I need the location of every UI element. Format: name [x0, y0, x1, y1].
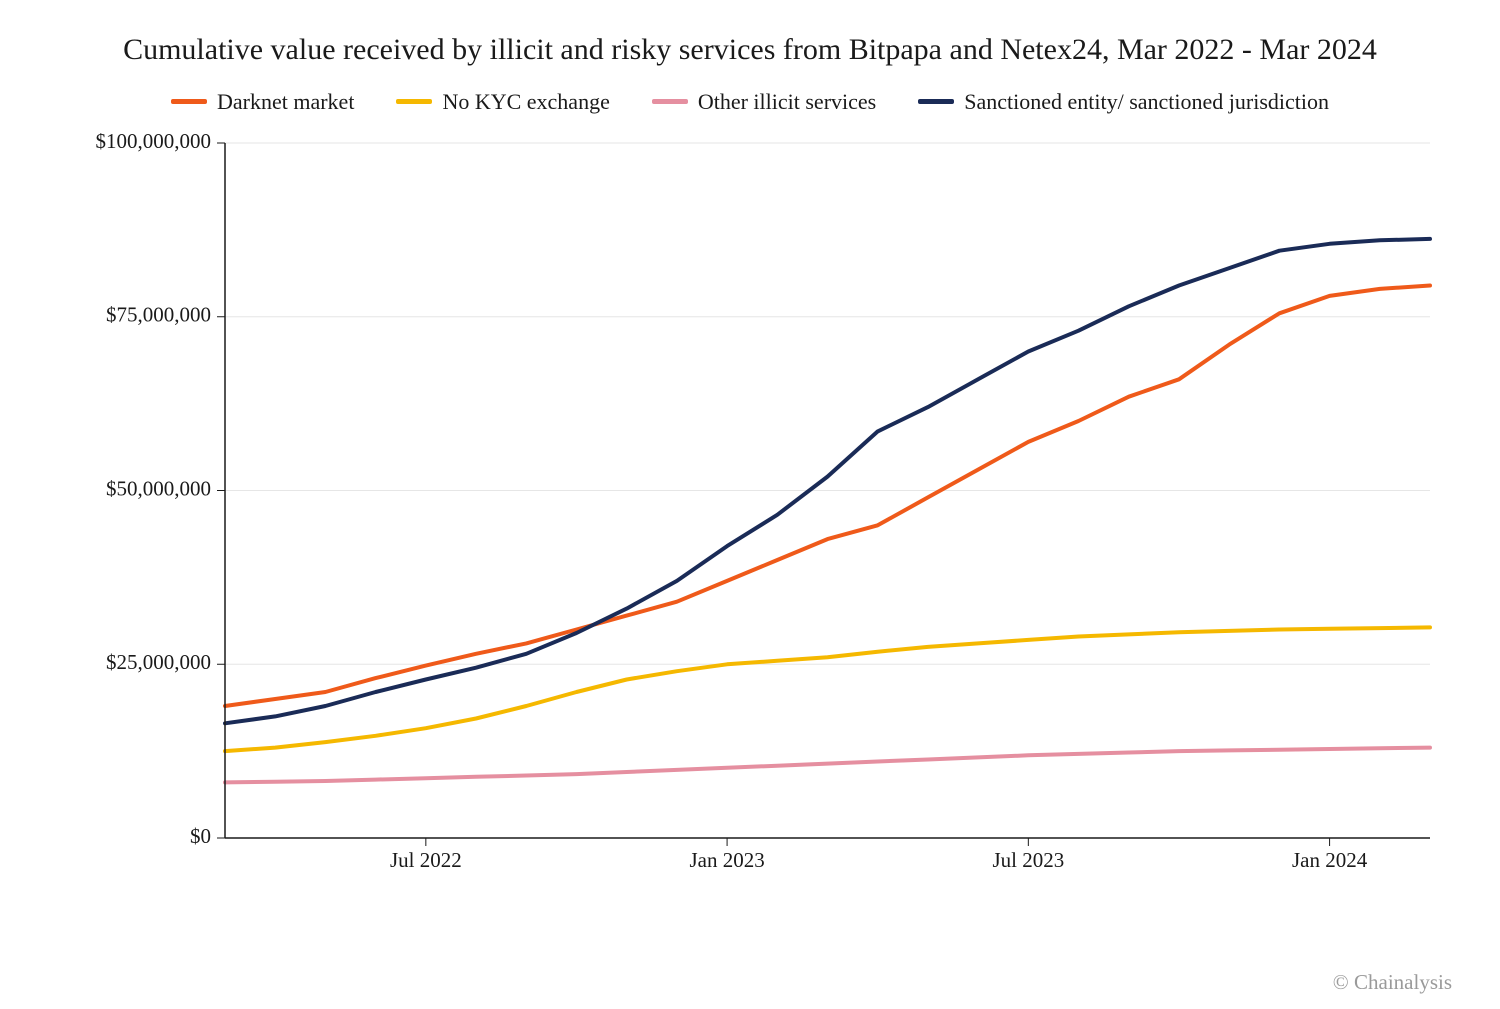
grid-lines [225, 143, 1430, 664]
series-line [225, 285, 1430, 706]
legend-item: Sanctioned entity/ sanctioned jurisdicti… [918, 89, 1329, 115]
legend-item: No KYC exchange [396, 89, 609, 115]
x-tick-label: Jan 2024 [1292, 848, 1368, 872]
x-axis-ticks: Jul 2022 Jan 2023 Jul 2023 Jan 2024 [390, 838, 1368, 872]
legend-swatch [171, 99, 207, 104]
legend-item: Darknet market [171, 89, 354, 115]
y-tick-label: $25,000,000 [106, 650, 211, 674]
legend-label: No KYC exchange [442, 89, 609, 115]
legend-label: Darknet market [217, 89, 354, 115]
chart-legend: Darknet market No KYC exchange Other illic… [40, 89, 1460, 115]
x-tick-label: Jul 2022 [390, 848, 462, 872]
x-tick-label: Jul 2023 [992, 848, 1064, 872]
x-tick-label: Jan 2023 [689, 848, 764, 872]
chart-plot-wrap: $0 $25,000,000 $50,000,000 $75,000,000 $100,… [50, 133, 1450, 893]
y-axis-ticks: $0 $25,000,000 $50,000,000 $75,000,000 $100,… [96, 133, 226, 848]
attribution-text: © Chainalysis [1333, 970, 1452, 995]
series-line [225, 238, 1430, 722]
legend-label: Sanctioned entity/ sanctioned jurisdicti… [964, 89, 1329, 115]
chart-container: Cumulative value received by illicit and… [0, 0, 1500, 1009]
series-line [225, 627, 1430, 751]
chart-title: Cumulative value received by illicit and… [75, 30, 1425, 71]
y-tick-label: $100,000,000 [96, 133, 212, 153]
legend-swatch [918, 99, 954, 104]
series-lines [225, 238, 1430, 782]
legend-swatch [396, 99, 432, 104]
legend-item: Other illicit services [652, 89, 876, 115]
series-line [225, 747, 1430, 782]
y-tick-label: $50,000,000 [106, 476, 211, 500]
chart-svg: $0 $25,000,000 $50,000,000 $75,000,000 $100,… [50, 133, 1450, 893]
legend-label: Other illicit services [698, 89, 876, 115]
y-tick-label: $75,000,000 [106, 302, 211, 326]
y-tick-label: $0 [190, 823, 211, 847]
legend-swatch [652, 99, 688, 104]
